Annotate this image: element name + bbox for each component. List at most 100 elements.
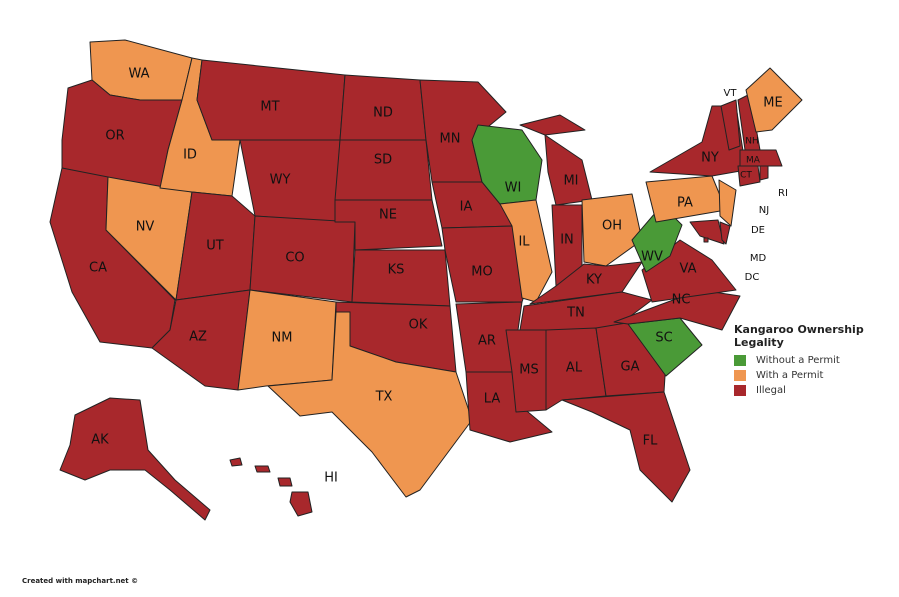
- state-label-ok: OK: [409, 318, 428, 333]
- state-label-nc: NC: [672, 293, 691, 308]
- state-label-co: CO: [285, 251, 304, 266]
- state-label-ms: MS: [519, 363, 538, 378]
- state-label-tx: TX: [375, 390, 393, 405]
- state-vt: [720, 99, 741, 151]
- state-shape: [718, 179, 737, 227]
- state-shape: [759, 165, 769, 181]
- state-ma: [739, 149, 783, 167]
- state-label-nm: NM: [272, 331, 293, 346]
- state-shape: [703, 237, 709, 243]
- state-label-wa: WA: [128, 67, 149, 82]
- state-label-or: OR: [105, 129, 124, 144]
- state-label-vt: VT: [724, 88, 738, 99]
- state-shape: [59, 397, 211, 521]
- state-label-nj: NJ: [759, 205, 769, 216]
- state-label-nd: ND: [373, 106, 393, 121]
- state-dc: [703, 237, 709, 243]
- state-ri: [759, 165, 769, 181]
- state-shape: [351, 249, 451, 307]
- state-label-al: AL: [566, 361, 583, 376]
- state-shape: [334, 139, 433, 201]
- state-oh: [581, 193, 643, 267]
- state-shape: [505, 329, 547, 413]
- state-nj: [718, 179, 737, 227]
- state-label-ut: UT: [206, 239, 224, 254]
- state-label-mo: MO: [471, 265, 492, 280]
- state-shape: [581, 193, 643, 267]
- state-label-il: IL: [518, 235, 530, 250]
- state-label-hi: HI: [324, 471, 338, 486]
- legend-title: Kangaroo Ownership Legality: [734, 323, 864, 349]
- legend-label: Without a Permit: [756, 355, 840, 366]
- state-me: [745, 67, 803, 133]
- state-shape: [745, 67, 803, 133]
- state-label-tn: TN: [566, 306, 585, 321]
- state-ms: [505, 329, 547, 413]
- state-label-wv: WV: [641, 250, 663, 265]
- state-label-fl: FL: [643, 434, 658, 449]
- state-shape: [720, 99, 741, 151]
- state-label-ak: AK: [91, 433, 109, 448]
- state-label-ca: CA: [89, 261, 107, 276]
- state-label-sd: SD: [374, 153, 392, 168]
- state-label-pa: PA: [677, 196, 693, 211]
- state-label-id: ID: [183, 148, 197, 163]
- state-md: [689, 219, 725, 245]
- state-label-sc: SC: [655, 331, 672, 346]
- state-hi: [229, 457, 313, 517]
- state-label-ky: KY: [586, 273, 602, 288]
- state-de: [719, 221, 731, 245]
- state-shape: [519, 114, 586, 136]
- state-label-md: MD: [750, 253, 767, 264]
- state-label-ct: CT: [740, 171, 752, 181]
- state-tx: [267, 311, 473, 498]
- state-label-wi: WI: [505, 181, 522, 196]
- state-label-va: VA: [680, 262, 697, 277]
- state-shape: [689, 219, 725, 245]
- state-label-nh: NH: [745, 137, 759, 147]
- credit-text: Created with mapchart.net ©: [22, 577, 139, 585]
- legend-swatch: [734, 355, 746, 366]
- state-shape: [267, 311, 473, 498]
- state-label-ga: GA: [621, 360, 640, 375]
- state-label-ar: AR: [478, 334, 496, 349]
- state-ak: [59, 397, 211, 521]
- state-label-ma: MA: [746, 156, 761, 166]
- state-label-mi: MI: [563, 174, 578, 189]
- state-label-de: DE: [751, 225, 765, 236]
- state-label-la: LA: [484, 392, 501, 407]
- state-label-oh: OH: [602, 219, 622, 234]
- state-label-mt: MT: [260, 100, 279, 115]
- state-label-ne: NE: [379, 208, 397, 223]
- state-shape: [561, 391, 691, 503]
- state-ct: [737, 165, 761, 187]
- state-sd: [334, 139, 433, 201]
- state-label-az: AZ: [189, 330, 207, 345]
- state-label-ks: KS: [388, 263, 405, 278]
- state-label-dc: DC: [745, 272, 760, 283]
- legend-swatch: [734, 385, 746, 396]
- legend-label: With a Permit: [756, 370, 824, 381]
- state-shape: [277, 477, 293, 487]
- state-label-in: IN: [560, 233, 574, 248]
- state-shape: [719, 221, 731, 245]
- state-label-wy: WY: [270, 173, 291, 188]
- state-fl: [561, 391, 691, 503]
- state-mi: [519, 114, 593, 206]
- legend-item-without-permit: Without a Permit: [734, 355, 899, 366]
- state-shape: [737, 165, 761, 187]
- state-shape: [254, 465, 271, 473]
- state-label-nv: NV: [136, 220, 155, 235]
- state-shape: [289, 491, 313, 517]
- legend: Kangaroo Ownership Legality Without a Pe…: [734, 323, 899, 400]
- legend-label: Illegal: [756, 385, 786, 396]
- legend-swatch: [734, 370, 746, 381]
- state-label-ia: IA: [460, 200, 473, 215]
- state-label-ny: NY: [701, 151, 719, 166]
- state-label-me: ME: [763, 96, 782, 111]
- state-shape: [229, 457, 243, 467]
- legend-item-with-permit: With a Permit: [734, 370, 899, 381]
- legend-item-illegal: Illegal: [734, 385, 899, 396]
